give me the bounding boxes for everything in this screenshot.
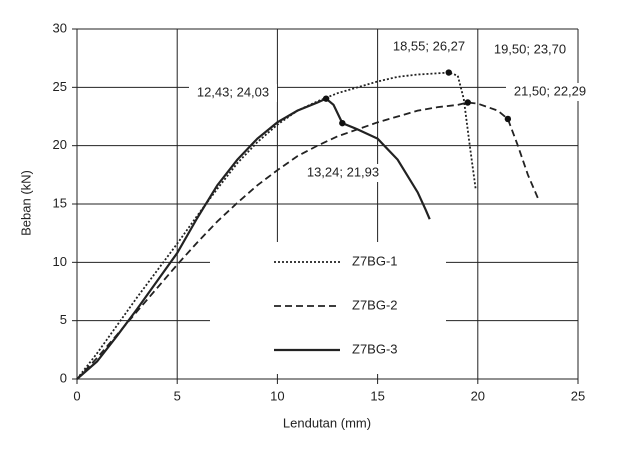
x-tick-label: 0: [73, 388, 80, 403]
annotation: 13,24; 21,93: [307, 164, 379, 179]
series-line: [76, 101, 539, 380]
legend-label: Z7BG-3: [352, 341, 398, 356]
x-tick-label: 15: [370, 388, 384, 403]
annotation-bg: [385, 38, 473, 56]
y-tick-label: 30: [53, 20, 67, 35]
annotation-point: [339, 119, 346, 127]
annotation: 12,43; 24,03: [197, 84, 269, 99]
y-tick-label: 25: [53, 79, 67, 94]
legend-label: Z7BG-1: [352, 253, 398, 268]
y-axis-title: Beban (kN): [18, 170, 33, 236]
y-tick-label: 15: [53, 195, 67, 210]
annotation-bg: [486, 41, 574, 59]
annotation: 18,55; 26,27: [393, 38, 465, 53]
x-tick-label: 20: [471, 388, 485, 403]
y-tick-label: 5: [60, 312, 67, 327]
x-axis-title: Lendutan (mm): [283, 415, 371, 430]
y-tick-label: 10: [53, 254, 67, 269]
y-tick-label: 0: [60, 370, 67, 385]
annotation-bg: [506, 83, 594, 101]
annotation-point: [445, 69, 452, 76]
annotation-point: [464, 99, 471, 106]
annotation-point: [504, 115, 512, 123]
annotation: 21,50; 22,29: [514, 83, 586, 98]
x-tick-label: 25: [571, 388, 585, 403]
annotation-bg: [189, 84, 277, 102]
legend-box: [210, 242, 446, 374]
annotation: 19,50; 23,70: [494, 41, 566, 56]
x-tick-label: 5: [174, 388, 181, 403]
annotation-bg: [299, 164, 387, 182]
annotation-point: [322, 95, 330, 102]
y-tick-label: 20: [53, 137, 67, 152]
x-tick-label: 10: [270, 388, 284, 403]
series-line: [76, 97, 431, 380]
legend-label: Z7BG-2: [352, 297, 398, 312]
